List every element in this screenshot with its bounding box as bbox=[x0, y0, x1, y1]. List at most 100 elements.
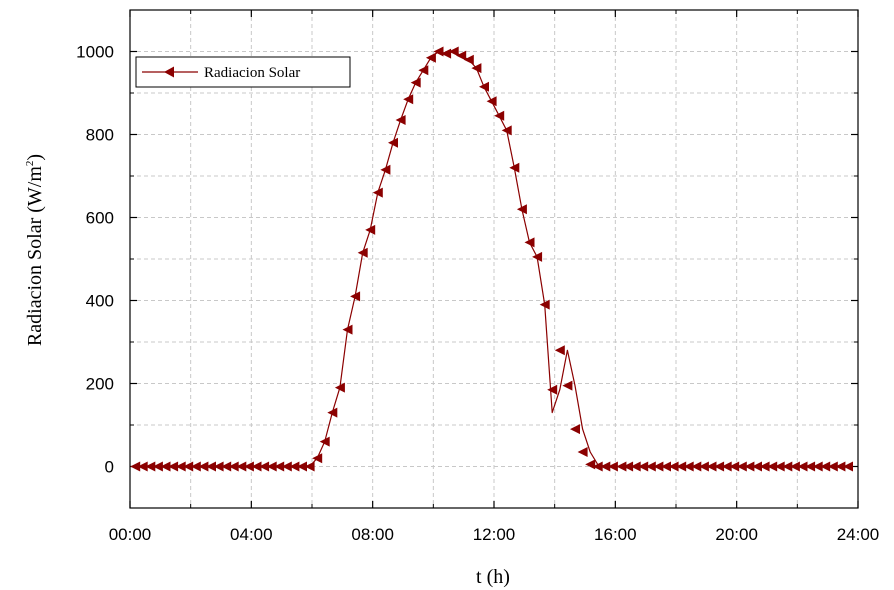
legend-label: Radiacion Solar bbox=[204, 65, 300, 81]
data-point-marker bbox=[736, 461, 747, 472]
data-point-marker bbox=[539, 299, 550, 310]
data-point-marker bbox=[744, 461, 755, 472]
data-point-marker bbox=[441, 48, 452, 59]
data-point-marker bbox=[289, 461, 300, 472]
y-axis-title-close: ) bbox=[24, 154, 46, 161]
x-tick-label: 20:00 bbox=[715, 525, 758, 544]
y-tick-label: 1000 bbox=[76, 43, 114, 62]
data-point-marker bbox=[266, 461, 277, 472]
tick-labels: 00:00 04:00 08:00 12:00 16:00 20:00 24:00 0 200 4… bbox=[76, 43, 879, 545]
y-axis-title-main: Radiacion Solar (W/m bbox=[24, 166, 46, 346]
y-tick-label: 800 bbox=[86, 126, 114, 145]
data-point-marker bbox=[190, 461, 201, 472]
data-point-marker bbox=[388, 137, 398, 148]
data-point-marker bbox=[706, 461, 717, 472]
data-point-marker bbox=[592, 461, 603, 472]
data-point-marker bbox=[334, 382, 345, 393]
data-point-marker bbox=[403, 94, 414, 105]
data-point-marker bbox=[175, 461, 186, 472]
data-point-marker bbox=[448, 46, 459, 57]
y-tick-label: 0 bbox=[105, 458, 114, 477]
data-point-marker bbox=[130, 461, 141, 472]
data-point-marker bbox=[494, 110, 505, 121]
data-point-marker bbox=[721, 461, 732, 472]
series-radiacion-solar bbox=[130, 46, 853, 472]
data-point-marker bbox=[168, 461, 179, 472]
data-point-marker bbox=[661, 461, 671, 472]
data-point-marker bbox=[418, 65, 429, 76]
data-point-marker bbox=[395, 115, 406, 125]
data-point-marker bbox=[645, 461, 656, 472]
y-tick-label: 400 bbox=[86, 292, 114, 311]
data-point-marker bbox=[524, 237, 535, 248]
data-point-marker bbox=[425, 52, 436, 63]
data-point-marker bbox=[782, 461, 793, 472]
data-point-marker bbox=[805, 461, 816, 472]
data-point-marker bbox=[342, 324, 353, 335]
grid bbox=[130, 10, 858, 508]
data-point-marker bbox=[433, 46, 444, 57]
x-tick-label: 12:00 bbox=[473, 525, 516, 544]
x-tick-label: 08:00 bbox=[351, 525, 394, 544]
data-point-marker bbox=[236, 461, 247, 472]
data-point-marker bbox=[152, 461, 163, 472]
data-point-marker bbox=[372, 187, 383, 198]
data-point-marker bbox=[380, 164, 391, 175]
data-point-marker bbox=[251, 461, 262, 472]
data-point-marker bbox=[676, 461, 687, 472]
data-point-marker bbox=[570, 424, 580, 435]
data-point-marker bbox=[759, 461, 770, 472]
data-point-marker bbox=[243, 461, 254, 472]
data-point-marker bbox=[683, 461, 694, 472]
data-point-marker bbox=[714, 461, 725, 472]
data-point-marker bbox=[213, 461, 224, 472]
data-point-marker bbox=[206, 461, 216, 472]
data-point-marker bbox=[827, 461, 838, 472]
x-tick-label: 04:00 bbox=[230, 525, 273, 544]
data-point-marker bbox=[471, 63, 482, 74]
data-point-marker bbox=[160, 461, 171, 472]
data-point-marker bbox=[554, 345, 565, 356]
data-point-marker bbox=[600, 461, 611, 472]
data-point-marker bbox=[365, 224, 376, 235]
data-point-marker bbox=[350, 291, 361, 302]
data-point-marker bbox=[577, 447, 588, 457]
x-axis-title: t (h) bbox=[476, 566, 510, 588]
data-point-marker bbox=[281, 461, 292, 472]
data-point-marker bbox=[198, 461, 209, 472]
legend-marker bbox=[164, 66, 174, 78]
data-point-marker bbox=[607, 461, 618, 472]
data-point-marker bbox=[532, 251, 543, 262]
data-point-marker bbox=[691, 461, 702, 472]
y-axis-title-sup: 2 bbox=[24, 161, 36, 167]
data-point-marker bbox=[501, 125, 512, 136]
x-tick-label: 16:00 bbox=[594, 525, 637, 544]
data-point-marker bbox=[835, 461, 846, 472]
data-point-marker bbox=[410, 77, 421, 88]
data-point-marker bbox=[616, 461, 627, 472]
data-point-marker bbox=[698, 461, 709, 472]
x-tick-label: 24:00 bbox=[837, 525, 880, 544]
data-point-marker bbox=[327, 407, 338, 418]
data-point-marker bbox=[183, 461, 194, 472]
data-point-marker bbox=[653, 461, 664, 472]
data-point-marker bbox=[259, 461, 270, 472]
data-point-marker bbox=[145, 461, 156, 472]
data-point-marker bbox=[357, 247, 368, 258]
axis-ticks bbox=[129, 10, 859, 508]
data-point-marker bbox=[319, 436, 330, 447]
data-point-marker bbox=[509, 162, 520, 173]
data-point-marker bbox=[516, 204, 527, 215]
data-point-marker bbox=[479, 81, 489, 92]
data-point-marker bbox=[547, 384, 558, 395]
y-tick-label: 200 bbox=[86, 375, 114, 394]
data-point-marker bbox=[774, 461, 785, 472]
data-point-marker bbox=[752, 461, 762, 472]
data-point-marker bbox=[228, 461, 239, 472]
data-point-marker bbox=[304, 461, 315, 472]
data-point-marker bbox=[562, 380, 573, 391]
data-point-marker bbox=[729, 461, 740, 472]
x-tick-label: 00:00 bbox=[109, 525, 152, 544]
data-point-marker bbox=[843, 461, 853, 472]
